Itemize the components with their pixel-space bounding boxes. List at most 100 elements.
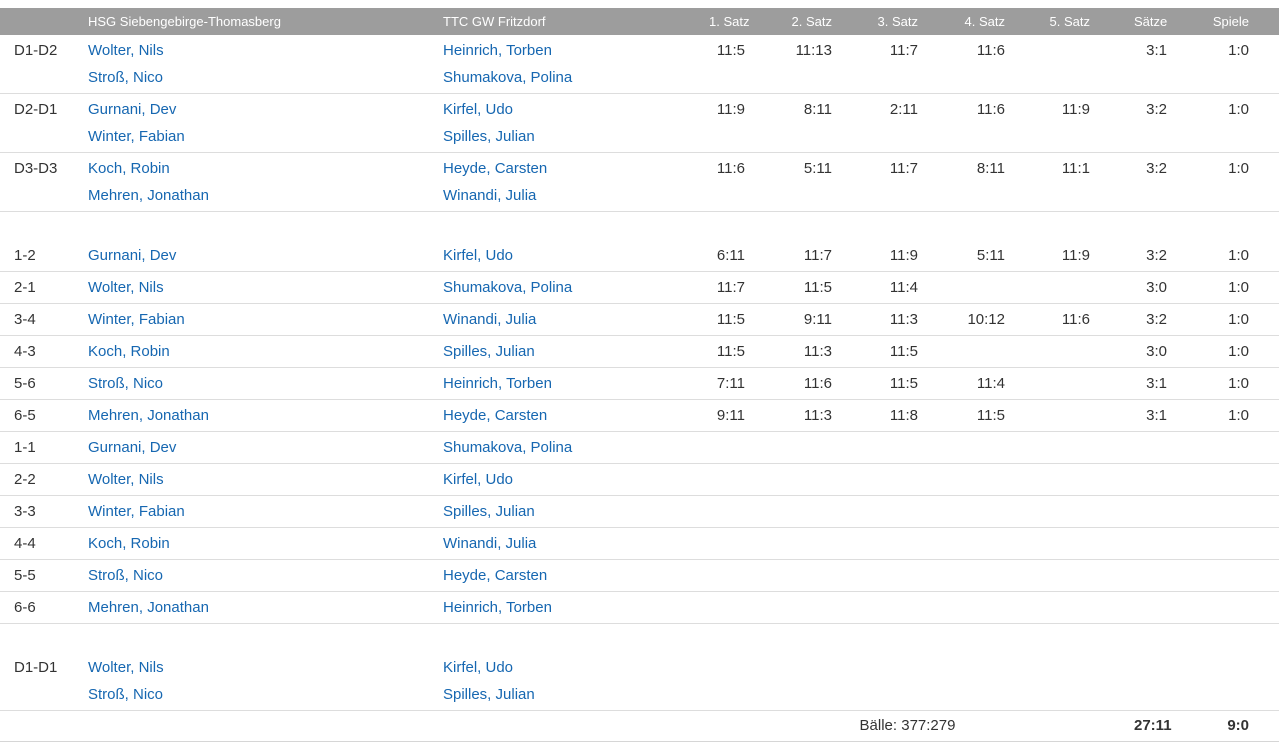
player-link[interactable]: Shumakova, Polina <box>443 279 573 296</box>
player-link[interactable]: Kirfel, Udo <box>443 101 514 118</box>
set-score <box>862 431 948 464</box>
player-link[interactable]: Stroß, Nico <box>88 567 164 584</box>
player-link[interactable]: Spilles, Julian <box>443 128 535 145</box>
player-link[interactable]: Spilles, Julian <box>443 686 535 703</box>
player-link[interactable]: Kirfel, Udo <box>443 247 514 264</box>
match-code: D3-D3 <box>0 152 74 212</box>
column-header: Sätze <box>1120 8 1197 35</box>
player-link[interactable]: Kirfel, Udo <box>443 471 514 488</box>
player-link[interactable]: Koch, Robin <box>88 160 170 177</box>
set-score: 11:1 <box>1035 152 1120 212</box>
home-players: Gurnani, Dev <box>74 240 429 272</box>
sets-result <box>1120 495 1197 528</box>
player-link[interactable]: Heinrich, Torben <box>443 375 552 392</box>
player-link[interactable]: Stroß, Nico <box>88 375 164 392</box>
player-link[interactable]: Shumakova, Polina <box>443 439 573 456</box>
home-players: Mehren, Jonathan <box>74 591 429 624</box>
table-row: 6-5 Mehren, Jonathan Heyde, Carsten 9:11 11:… <box>0 399 1279 432</box>
player-link[interactable]: Wolter, Nils <box>88 42 164 59</box>
set-score: 2:11 <box>862 93 948 153</box>
sets-result: 3:1 <box>1120 367 1197 400</box>
away-players: Heyde, Carsten <box>429 559 695 592</box>
set-score: 11:4 <box>862 271 948 304</box>
set-score: 11:8 <box>862 399 948 432</box>
table-row: 2-1 Wolter, Nils Shumakova, Polina 11:7 11:5… <box>0 271 1279 304</box>
column-header: 3. Satz <box>862 8 948 35</box>
player-link[interactable]: Heyde, Carsten <box>443 407 548 424</box>
player-line: Winter, Fabian <box>88 306 415 333</box>
set-score <box>1035 431 1120 464</box>
player-line: Shumakova, Polina <box>443 274 681 301</box>
player-link[interactable]: Heinrich, Torben <box>443 42 552 59</box>
player-line: Winandi, Julia <box>443 306 681 333</box>
totals-empty-cell <box>0 710 695 742</box>
player-link[interactable]: Mehren, Jonathan <box>88 407 209 424</box>
table-row: 1-2 Gurnani, Dev Kirfel, Udo 6:11 11:7 11:9 5:… <box>0 240 1279 272</box>
player-link[interactable]: Winandi, Julia <box>443 535 537 552</box>
player-link[interactable]: Winandi, Julia <box>443 187 537 204</box>
player-link[interactable]: Wolter, Nils <box>88 471 164 488</box>
player-link[interactable]: Heyde, Carsten <box>443 160 548 177</box>
home-players: Wolter, Nils <box>74 463 429 496</box>
player-link[interactable]: Mehren, Jonathan <box>88 187 209 204</box>
player-link[interactable]: Wolter, Nils <box>88 279 164 296</box>
player-link[interactable]: Gurnani, Dev <box>88 101 177 118</box>
player-link[interactable]: Koch, Robin <box>88 343 170 360</box>
set-score <box>948 495 1035 528</box>
player-link[interactable]: Winter, Fabian <box>88 503 185 520</box>
away-players: Kirfel, Udo <box>429 463 695 496</box>
set-score: 8:11 <box>948 152 1035 212</box>
set-score <box>695 559 775 592</box>
set-score <box>948 652 1035 711</box>
player-link[interactable]: Gurnani, Dev <box>88 439 177 456</box>
player-link[interactable]: Mehren, Jonathan <box>88 599 209 616</box>
player-line: Heyde, Carsten <box>443 562 681 589</box>
set-score <box>695 591 775 624</box>
match-code: 3-3 <box>0 495 74 528</box>
set-score <box>1035 559 1120 592</box>
match-results-table: HSG Siebengebirge-Thomasberg TTC GW Fritz… <box>0 8 1279 742</box>
player-link[interactable]: Winandi, Julia <box>443 311 537 328</box>
set-score <box>948 271 1035 304</box>
column-header: 2. Satz <box>775 8 862 35</box>
player-link[interactable]: Spilles, Julian <box>443 343 535 360</box>
match-code: 2-1 <box>0 271 74 304</box>
player-link[interactable]: Winter, Fabian <box>88 311 185 328</box>
set-score: 11:4 <box>948 367 1035 400</box>
set-score <box>948 335 1035 368</box>
home-players: Mehren, Jonathan <box>74 399 429 432</box>
match-code: 5-6 <box>0 367 74 400</box>
set-score <box>862 591 948 624</box>
set-score: 11:9 <box>1035 240 1120 272</box>
player-line: Kirfel, Udo <box>443 242 681 269</box>
sets-result: 3:1 <box>1120 35 1197 94</box>
player-link[interactable]: Heyde, Carsten <box>443 567 548 584</box>
set-score <box>862 652 948 711</box>
player-line: Heyde, Carsten <box>443 155 681 182</box>
player-link[interactable]: Winter, Fabian <box>88 128 185 145</box>
player-link[interactable]: Spilles, Julian <box>443 503 535 520</box>
games-result: 1:0 <box>1197 367 1279 400</box>
player-link[interactable]: Stroß, Nico <box>88 686 164 703</box>
player-link[interactable]: Shumakova, Polina <box>443 69 573 86</box>
set-score <box>1035 399 1120 432</box>
match-code: D1-D1 <box>0 652 74 711</box>
spacer-row <box>0 624 1279 653</box>
player-link[interactable]: Wolter, Nils <box>88 659 164 676</box>
player-line: Kirfel, Udo <box>443 466 681 493</box>
games-result <box>1197 559 1279 592</box>
player-link[interactable]: Kirfel, Udo <box>443 659 514 676</box>
player-link[interactable]: Koch, Robin <box>88 535 170 552</box>
player-line: Kirfel, Udo <box>443 654 681 681</box>
match-code: 6-5 <box>0 399 74 432</box>
player-link[interactable]: Heinrich, Torben <box>443 599 552 616</box>
column-header: 4. Satz <box>948 8 1035 35</box>
set-score: 11:5 <box>695 335 775 368</box>
player-link[interactable]: Gurnani, Dev <box>88 247 177 264</box>
table-row: 5-5 Stroß, Nico Heyde, Carsten <box>0 559 1279 592</box>
player-line: Gurnani, Dev <box>88 242 415 269</box>
set-score <box>862 559 948 592</box>
player-link[interactable]: Stroß, Nico <box>88 69 164 86</box>
away-players: Shumakova, Polina <box>429 271 695 304</box>
